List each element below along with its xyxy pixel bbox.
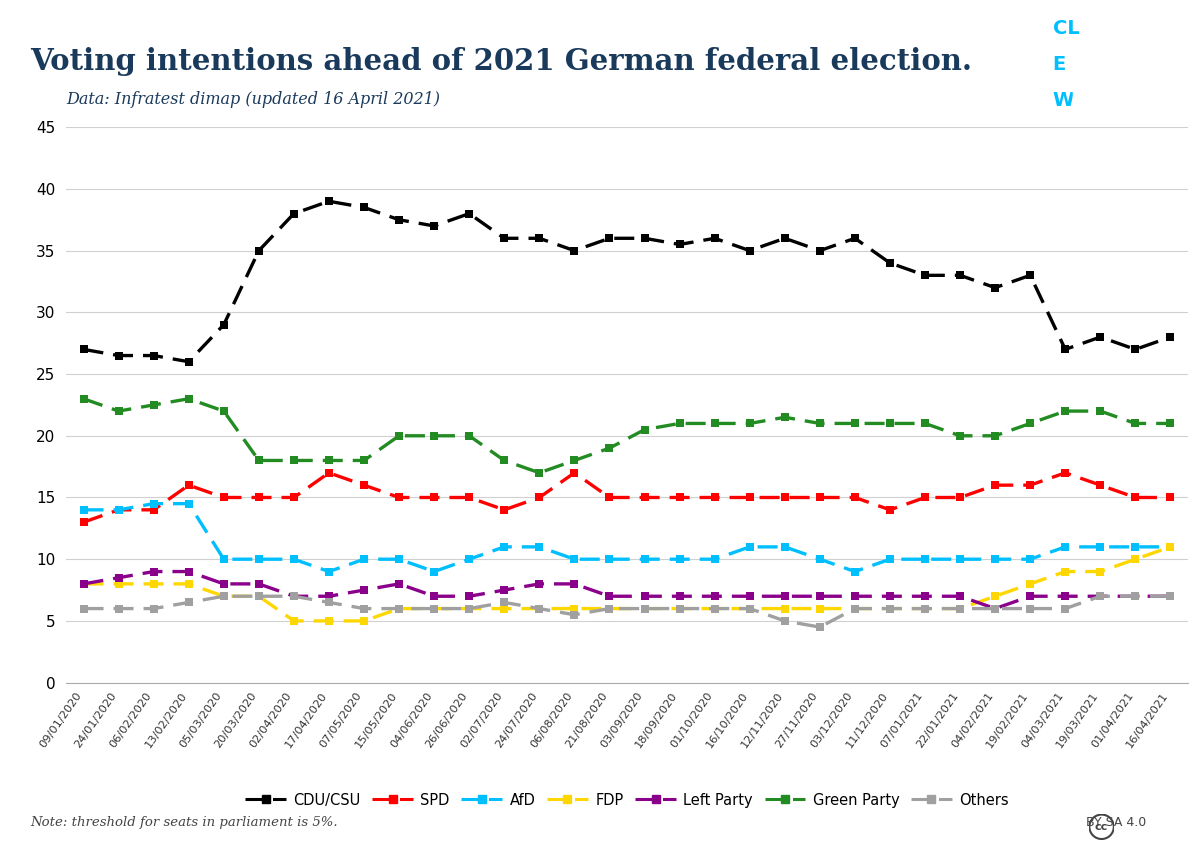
Text: BY SA 4.0: BY SA 4.0 (1086, 817, 1146, 829)
Text: CL: CL (1052, 19, 1079, 38)
Text: W: W (1052, 91, 1074, 110)
Text: Note: threshold for seats in parliament is 5%.: Note: threshold for seats in parliament … (30, 817, 337, 829)
Text: NERGY: NERGY (1070, 55, 1145, 74)
Text: Data: Infratest dimap (updated 16 April 2021): Data: Infratest dimap (updated 16 April … (66, 91, 440, 108)
Legend: CDU/CSU, SPD, AfD, FDP, Left Party, Green Party, Others: CDU/CSU, SPD, AfD, FDP, Left Party, Gree… (239, 787, 1015, 814)
Text: EAN: EAN (1088, 19, 1133, 38)
Text: Voting intentions ahead of 2021 German federal election.: Voting intentions ahead of 2021 German f… (30, 47, 972, 75)
Text: cc: cc (1094, 822, 1109, 832)
Text: IRE: IRE (1070, 91, 1106, 110)
Text: E: E (1052, 55, 1066, 74)
